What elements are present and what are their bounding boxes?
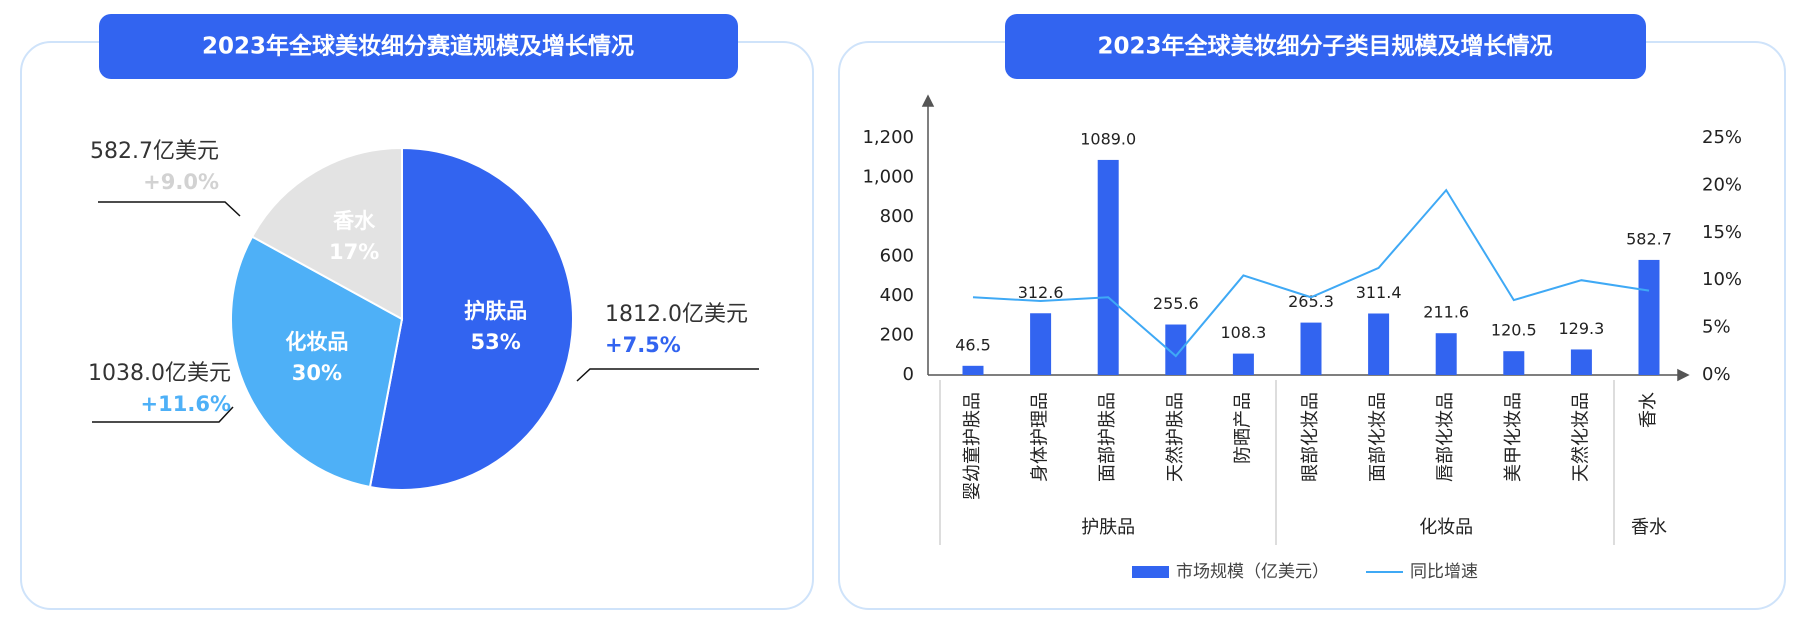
bar (1030, 313, 1052, 375)
bar (1570, 349, 1592, 375)
growth-label: +11.6% (141, 392, 231, 416)
group-label: 香水 (1631, 517, 1667, 538)
y-tick-label: 1,200 (862, 127, 914, 148)
x-tick-label: 身体护理品 (1030, 392, 1051, 482)
leader-line (98, 201, 241, 217)
x-tick-label: 唇部化妆品 (1435, 392, 1456, 482)
size-label: 1038.0亿美元 (88, 361, 231, 386)
slice-value: 53% (470, 330, 520, 354)
bar (1232, 353, 1254, 375)
x-tick-label: 面部化妆品 (1368, 392, 1389, 482)
slice-value: 17% (329, 240, 379, 264)
y2-tick-label: 25% (1702, 127, 1742, 148)
group-separators (939, 380, 1615, 545)
bar-value-label: 211.6 (1423, 303, 1469, 322)
legend-swatch (1132, 566, 1169, 578)
y-axis-arrow (921, 94, 935, 107)
bar-value-label: 46.5 (955, 335, 991, 354)
left-title-box (99, 14, 738, 79)
line (972, 188, 1650, 358)
slice-label: 化妆品 (285, 330, 348, 354)
growth-label: +9.0% (143, 170, 219, 194)
bar-value-label: 108.3 (1220, 323, 1266, 342)
leader-line (576, 368, 759, 382)
bar (962, 365, 984, 375)
y-tick-label: 800 (880, 206, 914, 227)
y2-tick-label: 5% (1702, 317, 1731, 338)
slice-label: 香水 (333, 209, 376, 233)
bar (1165, 324, 1187, 375)
size-label: 582.7亿美元 (90, 139, 219, 164)
bar-value-label: 120.5 (1491, 321, 1537, 340)
bar (1300, 322, 1322, 375)
leader-line (92, 406, 234, 423)
group-label: 化妆品 (1419, 517, 1473, 538)
x-tick-label: 香水 (1638, 392, 1659, 428)
y2-tick-label: 10% (1702, 269, 1742, 290)
chart-title: 2023年全球美妆细分子类目规模及增长情况 (1097, 33, 1552, 60)
x-axis-arrow (1677, 368, 1690, 382)
y-tick-label: 0 (903, 364, 914, 385)
leader-lines (92, 201, 759, 423)
slice-label: 护肤品 (464, 299, 527, 323)
y-tick-label: 400 (880, 285, 914, 306)
y2-tick-label: 15% (1702, 222, 1742, 243)
legend-label: 同比增速 (1410, 562, 1478, 582)
y-tick-label: 1,000 (862, 167, 914, 188)
pie-slice (368, 146, 575, 491)
legend-label: 市场规模（亿美元） (1176, 562, 1329, 582)
bar-value-label: 129.3 (1558, 319, 1604, 338)
bar-value-label: 265.3 (1288, 292, 1334, 311)
bar (1503, 351, 1525, 375)
y-tick-label: 200 (880, 325, 914, 346)
x-tick-label: 面部护肤品 (1097, 392, 1118, 482)
size-label: 1812.0亿美元 (605, 302, 748, 327)
x-tick-label: 天然化妆品 (1570, 392, 1591, 482)
bar-value-label: 311.4 (1356, 283, 1402, 302)
bar-value-label: 582.7 (1626, 229, 1672, 248)
x-tick-label: 美甲化妆品 (1503, 392, 1524, 482)
group-label: 护肤品 (1081, 517, 1135, 538)
x-tick-label: 眼部化妆品 (1300, 392, 1321, 482)
x-tick-label: 天然护肤品 (1165, 392, 1186, 482)
bar (1097, 159, 1119, 375)
bar (1638, 259, 1660, 375)
growth-label: +7.5% (605, 333, 681, 357)
slice-value: 30% (292, 361, 342, 385)
bar-value-label: 312.6 (1018, 283, 1064, 302)
pie-slice (250, 146, 403, 321)
bar-value-label: 255.6 (1153, 294, 1199, 313)
right-title-box (1005, 14, 1646, 79)
bar-value-label: 1089.0 (1080, 129, 1136, 148)
y-tick-label: 600 (880, 246, 914, 267)
x-tick-label: 防晒产品 (1232, 392, 1253, 464)
bar (1435, 333, 1457, 375)
chart-title: 2023年全球美妆细分赛道规模及增长情况 (202, 33, 634, 60)
bar (1368, 313, 1390, 375)
pie-slice (230, 235, 404, 489)
x-tick-label: 婴幼童护肤品 (962, 392, 983, 500)
y2-tick-label: 0% (1702, 364, 1731, 385)
y2-tick-label: 20% (1702, 174, 1742, 195)
